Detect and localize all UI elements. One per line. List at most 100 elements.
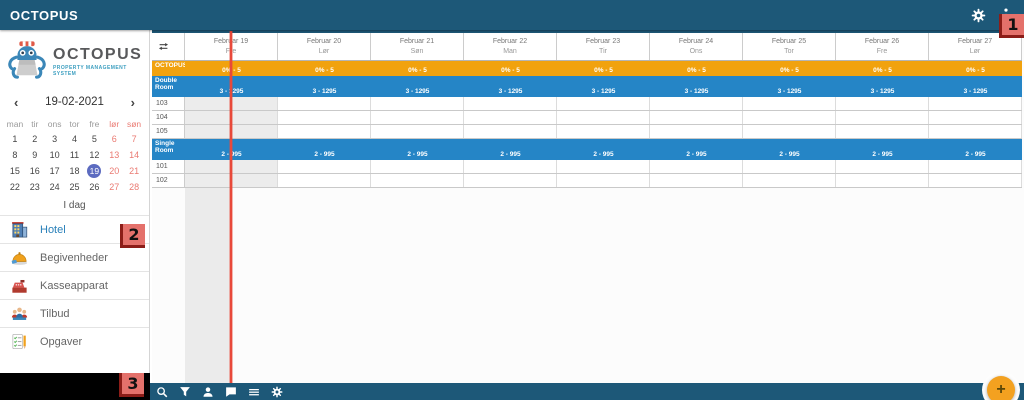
calendar-day[interactable]: 1 — [12, 134, 18, 144]
column-header[interactable]: Februar 23 Tir — [557, 33, 650, 60]
rate-cell[interactable]: 2 - 995 — [314, 151, 335, 158]
booking-cell[interactable] — [929, 160, 1022, 173]
room-label[interactable]: 105 — [152, 125, 185, 138]
booking-cell[interactable] — [464, 111, 557, 124]
rate-cell[interactable]: 3 - 1295 — [405, 88, 430, 95]
booking-cell[interactable] — [278, 125, 371, 138]
search-icon[interactable] — [156, 386, 168, 398]
booking-cell[interactable] — [743, 160, 836, 173]
booking-cell[interactable] — [278, 160, 371, 173]
chat-icon[interactable] — [225, 386, 237, 398]
booking-cell[interactable] — [278, 174, 371, 187]
booking-cell[interactable] — [929, 97, 1022, 110]
booking-cell[interactable] — [836, 125, 929, 138]
calendar-day[interactable]: 3 — [52, 134, 58, 144]
rate-cell[interactable]: 3 - 1295 — [777, 88, 802, 95]
rate-cell[interactable]: 2 - 995 — [593, 151, 614, 158]
booking-cell[interactable] — [929, 111, 1022, 124]
calendar-day[interactable]: 4 — [71, 134, 77, 144]
column-header[interactable]: Februar 20 Lør — [278, 33, 371, 60]
calendar-day[interactable]: 15 — [9, 166, 20, 176]
rate-cell[interactable]: 3 - 1295 — [591, 88, 616, 95]
booking-cell[interactable] — [836, 174, 929, 187]
sidebar-item-tasks[interactable]: Opgaver — [0, 327, 149, 355]
booking-cell[interactable] — [743, 111, 836, 124]
calendar-day[interactable]: 12 — [89, 150, 100, 160]
list-icon[interactable] — [248, 386, 260, 398]
room-label[interactable]: 101 — [152, 160, 185, 173]
calendar-day[interactable]: 10 — [49, 150, 60, 160]
calendar-day[interactable]: 2 — [32, 134, 38, 144]
room-label[interactable]: 103 — [152, 97, 185, 110]
prev-date-button[interactable]: ‹ — [14, 94, 19, 110]
calendar-day[interactable]: 27 — [109, 182, 120, 192]
booking-cell[interactable] — [371, 160, 464, 173]
calendar-day[interactable]: 9 — [32, 150, 38, 160]
rate-cell[interactable]: 3 - 1295 — [312, 88, 337, 95]
calendar-day[interactable]: 6 — [111, 134, 117, 144]
booking-cell[interactable] — [743, 174, 836, 187]
column-header[interactable]: Februar 24 Ons — [650, 33, 743, 60]
calendar-day[interactable]: 5 — [91, 134, 97, 144]
booking-cell[interactable] — [557, 111, 650, 124]
sidebar-item-hotel[interactable]: Hotel — [0, 215, 149, 243]
rate-cell[interactable]: 2 - 995 — [500, 151, 521, 158]
booking-cell[interactable] — [371, 97, 464, 110]
calendar-day[interactable]: 8 — [12, 150, 18, 160]
calendar-day[interactable]: 13 — [109, 150, 120, 160]
rate-cell[interactable]: 2 - 995 — [965, 151, 986, 158]
column-header[interactable]: Februar 21 Søn — [371, 33, 464, 60]
calendar-day[interactable]: 20 — [109, 166, 120, 176]
sidebar-item-cash-register[interactable]: Kasseapparat — [0, 271, 149, 299]
calendar-day[interactable]: 28 — [129, 182, 140, 192]
grid-corner-cell[interactable] — [152, 33, 185, 60]
calendar-day[interactable]: 22 — [9, 182, 20, 192]
calendar-day[interactable]: 21 — [129, 166, 140, 176]
booking-cell[interactable] — [836, 160, 929, 173]
booking-cell[interactable] — [278, 97, 371, 110]
booking-cell[interactable] — [464, 125, 557, 138]
calendar-day[interactable]: 24 — [49, 182, 60, 192]
rate-cell[interactable]: 2 - 995 — [779, 151, 800, 158]
booking-cell[interactable] — [557, 125, 650, 138]
calendar-day[interactable]: 11 — [69, 150, 80, 160]
calendar-day[interactable]: 7 — [131, 134, 137, 144]
calendar-day[interactable]: 18 — [69, 166, 80, 176]
horizontal-scrollbar[interactable] — [152, 30, 1024, 33]
booking-cell[interactable] — [743, 97, 836, 110]
calendar-day[interactable]: 16 — [29, 166, 40, 176]
booking-cell[interactable] — [371, 125, 464, 138]
filter-icon[interactable] — [179, 386, 191, 398]
rate-cell[interactable]: 2 - 995 — [872, 151, 893, 158]
calendar-day[interactable]: 17 — [49, 166, 60, 176]
column-header[interactable]: Februar 25 Tor — [743, 33, 836, 60]
booking-cell[interactable] — [650, 160, 743, 173]
booking-cell[interactable] — [836, 97, 929, 110]
column-header[interactable]: Februar 26 Fre — [836, 33, 929, 60]
column-header[interactable]: Februar 22 Man — [464, 33, 557, 60]
today-button[interactable]: I dag — [63, 200, 86, 211]
booking-cell[interactable] — [836, 111, 929, 124]
calendar-day[interactable]: 19 — [84, 163, 104, 179]
booking-cell[interactable] — [557, 174, 650, 187]
booking-cell[interactable] — [650, 125, 743, 138]
booking-cell[interactable] — [557, 97, 650, 110]
sidebar-item-offers[interactable]: Tilbud — [0, 299, 149, 327]
booking-cell[interactable] — [929, 125, 1022, 138]
booking-cell[interactable] — [743, 125, 836, 138]
booking-cell[interactable] — [557, 160, 650, 173]
column-header[interactable]: Februar 27 Lør — [929, 33, 1022, 60]
booking-cell[interactable] — [650, 97, 743, 110]
calendar-day[interactable]: 23 — [29, 182, 40, 192]
settings-icon[interactable] — [970, 7, 986, 23]
room-label[interactable]: 102 — [152, 174, 185, 187]
room-label[interactable]: 104 — [152, 111, 185, 124]
calendar-day[interactable]: 14 — [129, 150, 140, 160]
booking-cell[interactable] — [650, 111, 743, 124]
rate-cell[interactable]: 3 - 1295 — [684, 88, 709, 95]
add-button[interactable]: + — [987, 376, 1015, 400]
booking-cell[interactable] — [464, 174, 557, 187]
booking-cell[interactable] — [278, 111, 371, 124]
booking-cell[interactable] — [464, 97, 557, 110]
booking-cell[interactable] — [650, 174, 743, 187]
